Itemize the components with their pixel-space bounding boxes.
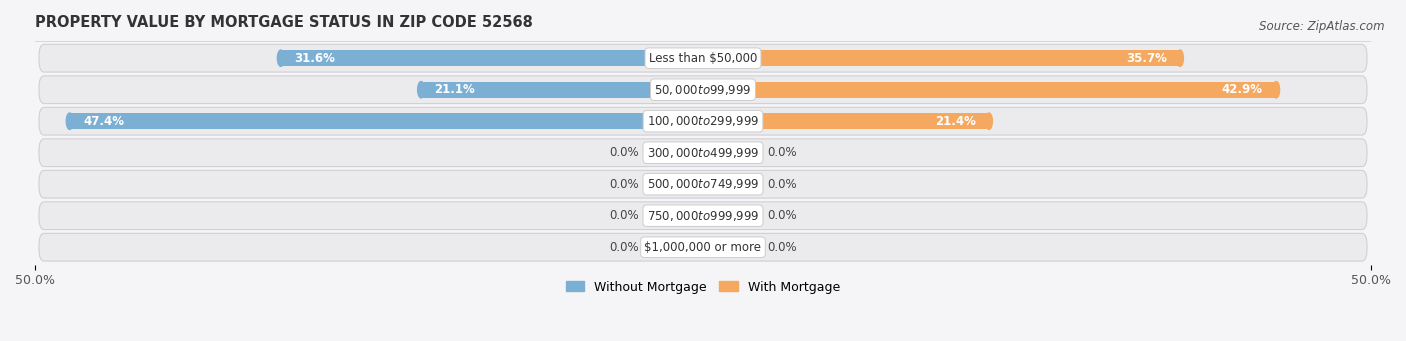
Circle shape [754, 176, 759, 192]
FancyBboxPatch shape [39, 76, 1367, 104]
Circle shape [418, 81, 425, 98]
Text: 0.0%: 0.0% [609, 241, 638, 254]
Bar [703, 113, 988, 129]
Text: 0.0%: 0.0% [768, 209, 797, 222]
Text: $50,000 to $99,999: $50,000 to $99,999 [654, 83, 752, 97]
Text: 0.0%: 0.0% [768, 241, 797, 254]
Text: 31.6%: 31.6% [294, 52, 335, 65]
Text: 42.9%: 42.9% [1222, 83, 1263, 96]
Circle shape [1272, 81, 1279, 98]
Circle shape [754, 208, 759, 224]
Text: 0.0%: 0.0% [768, 146, 797, 159]
Text: $1,000,000 or more: $1,000,000 or more [644, 241, 762, 254]
Bar [281, 50, 703, 66]
Bar [703, 208, 756, 224]
Bar [703, 145, 756, 161]
FancyBboxPatch shape [39, 139, 1367, 166]
Circle shape [754, 145, 759, 161]
Text: 21.4%: 21.4% [935, 115, 976, 128]
Text: $100,000 to $299,999: $100,000 to $299,999 [647, 114, 759, 128]
Text: 0.0%: 0.0% [609, 209, 638, 222]
Bar [703, 81, 1277, 98]
FancyBboxPatch shape [39, 107, 1367, 135]
Text: Less than $50,000: Less than $50,000 [648, 52, 758, 65]
Text: 35.7%: 35.7% [1126, 52, 1167, 65]
Circle shape [277, 50, 284, 66]
FancyBboxPatch shape [39, 233, 1367, 261]
Circle shape [647, 176, 652, 192]
Bar [650, 176, 703, 192]
Bar [650, 145, 703, 161]
Bar [650, 239, 703, 255]
Bar [703, 176, 756, 192]
FancyBboxPatch shape [39, 170, 1367, 198]
FancyBboxPatch shape [39, 202, 1367, 229]
FancyBboxPatch shape [39, 44, 1367, 72]
Circle shape [647, 208, 652, 224]
Text: $300,000 to $499,999: $300,000 to $499,999 [647, 146, 759, 160]
Bar [703, 239, 756, 255]
Text: 0.0%: 0.0% [609, 178, 638, 191]
Circle shape [986, 113, 993, 129]
Circle shape [647, 145, 652, 161]
Text: 47.4%: 47.4% [83, 115, 124, 128]
Circle shape [647, 239, 652, 255]
Text: $750,000 to $999,999: $750,000 to $999,999 [647, 209, 759, 223]
Circle shape [66, 113, 73, 129]
Circle shape [754, 239, 759, 255]
Bar [703, 50, 1180, 66]
Bar [422, 81, 703, 98]
Text: 0.0%: 0.0% [609, 146, 638, 159]
Legend: Without Mortgage, With Mortgage: Without Mortgage, With Mortgage [561, 276, 845, 298]
Text: 21.1%: 21.1% [434, 83, 475, 96]
Text: PROPERTY VALUE BY MORTGAGE STATUS IN ZIP CODE 52568: PROPERTY VALUE BY MORTGAGE STATUS IN ZIP… [35, 15, 533, 30]
Circle shape [1177, 50, 1184, 66]
Bar [650, 208, 703, 224]
Text: 0.0%: 0.0% [768, 178, 797, 191]
Bar [70, 113, 703, 129]
Text: Source: ZipAtlas.com: Source: ZipAtlas.com [1260, 20, 1385, 33]
Text: $500,000 to $749,999: $500,000 to $749,999 [647, 177, 759, 191]
